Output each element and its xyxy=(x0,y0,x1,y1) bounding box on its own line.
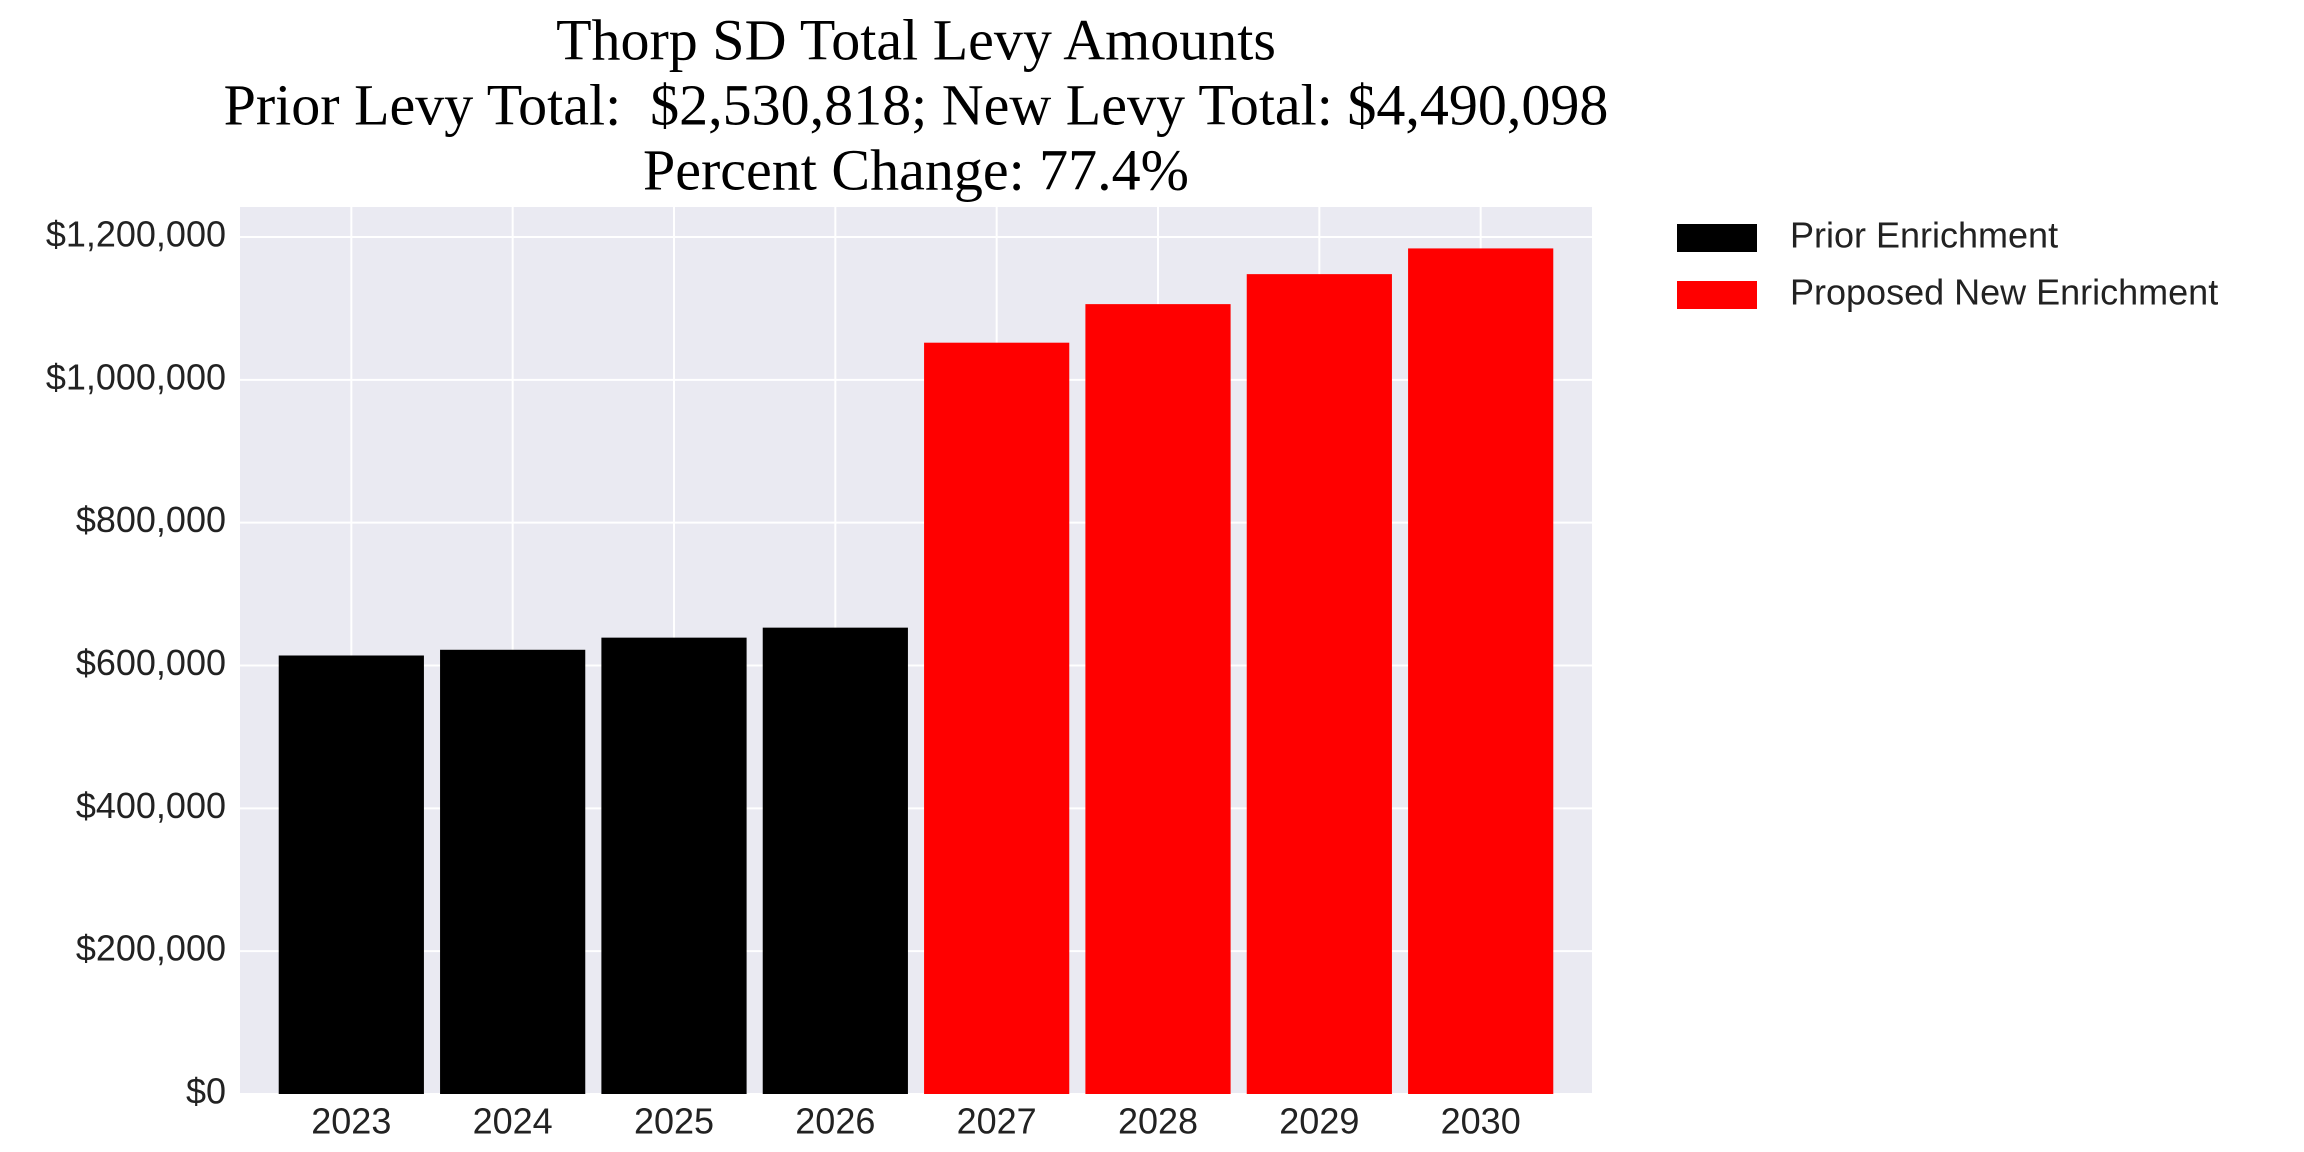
chart-title: Thorp SD Total Levy Amounts xyxy=(556,7,1276,72)
x-tick-label: 2023 xyxy=(311,1101,391,1142)
y-tick-label: $1,200,000 xyxy=(46,214,226,255)
y-tick-label: $800,000 xyxy=(76,499,226,540)
x-tick-label: 2028 xyxy=(1118,1101,1198,1142)
bars xyxy=(278,248,1554,1095)
y-tick-label: $200,000 xyxy=(76,928,226,969)
bar xyxy=(762,627,908,1094)
bar xyxy=(440,649,586,1094)
bar xyxy=(1085,304,1231,1095)
x-tick-label: 2025 xyxy=(634,1101,714,1142)
x-tick-label: 2029 xyxy=(1279,1101,1359,1142)
x-tick-label: 2027 xyxy=(957,1101,1037,1142)
y-tick-label: $1,000,000 xyxy=(46,356,226,397)
legend-label: Proposed New Enrichment xyxy=(1790,272,2218,313)
chart-subtitle: Prior Levy Total: $2,530,818; New Levy T… xyxy=(224,72,1609,137)
y-tick-label: $400,000 xyxy=(76,785,226,826)
x-tick-label: 2024 xyxy=(473,1101,553,1142)
legend-swatch xyxy=(1677,224,1757,252)
x-tick-label: 2026 xyxy=(795,1101,875,1142)
bar xyxy=(1246,274,1392,1094)
legend-swatch xyxy=(1677,281,1757,309)
bar xyxy=(601,637,747,1094)
x-tick-label: 2030 xyxy=(1441,1101,1521,1142)
bar xyxy=(1408,248,1554,1095)
bar xyxy=(278,655,424,1094)
y-tick-label: $600,000 xyxy=(76,642,226,683)
legend-label: Prior Enrichment xyxy=(1790,215,2058,256)
bar xyxy=(924,342,1070,1094)
chart-subtitle: Percent Change: 77.4% xyxy=(643,137,1189,202)
y-tick-label: $0 xyxy=(186,1071,226,1112)
